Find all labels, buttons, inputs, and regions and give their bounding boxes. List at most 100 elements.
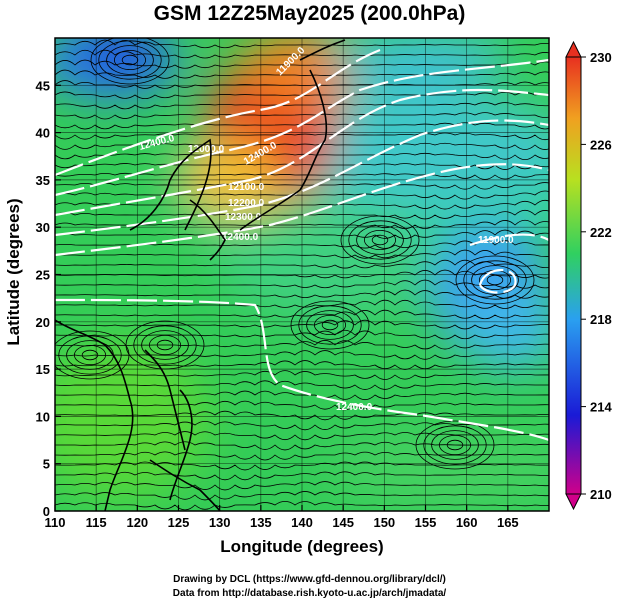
x-tick-label: 155 — [415, 515, 437, 530]
streamline — [55, 441, 549, 451]
x-tick-label: 145 — [332, 515, 354, 530]
y-tick-label: 5 — [43, 457, 50, 472]
colorbar-tick-label: 214 — [590, 400, 612, 415]
streamline — [55, 299, 549, 309]
streamline — [55, 190, 549, 200]
page-title: GSM 12Z25May2025 (200.0hPa) — [153, 2, 466, 25]
streamline-swirl — [55, 330, 130, 380]
streamline — [55, 410, 549, 421]
streamline — [55, 102, 549, 110]
x-tick-label: 140 — [291, 515, 313, 530]
colorbar-tick-label: 218 — [590, 312, 612, 327]
y-tick-label: 10 — [36, 409, 50, 424]
streamline-swirl — [121, 54, 139, 66]
streamline — [55, 39, 549, 49]
contour-label: 12100.0 — [228, 182, 265, 193]
x-tick-label: 160 — [456, 515, 478, 530]
streamline — [55, 91, 549, 100]
streamline-swirl — [340, 215, 420, 265]
colorbar-tick-label: 230 — [590, 50, 612, 65]
contour-label: 11900.0 — [478, 235, 514, 246]
streamline — [55, 279, 549, 289]
colorbar-tick-label: 226 — [590, 137, 612, 152]
streamline-swirl — [348, 220, 412, 260]
streamline-swirl — [156, 339, 174, 351]
streamline-swirl — [133, 325, 197, 365]
contour-label: 12200.0 — [228, 198, 265, 209]
x-tick-label: 150 — [373, 515, 395, 530]
streamline-swirl — [415, 420, 495, 470]
x-tick-label: 130 — [209, 515, 231, 530]
streamline-swirl — [471, 265, 519, 295]
x-tick-label: 125 — [168, 515, 190, 530]
x-tick-label: 135 — [250, 515, 272, 530]
streamline-swirl — [106, 45, 154, 75]
y-tick-label: 40 — [36, 126, 50, 141]
streamline — [55, 431, 549, 441]
streamline — [55, 122, 549, 130]
streamline — [55, 259, 549, 269]
streamline-swirl — [446, 439, 464, 451]
streamline-swirl — [114, 50, 147, 71]
y-tick-label: 20 — [36, 315, 50, 330]
streamline — [55, 481, 549, 491]
x-tick-label: 110 — [45, 515, 66, 530]
streamline-swirl — [463, 260, 527, 300]
streamline-swirl — [455, 255, 535, 305]
streamline-swirl — [90, 38, 170, 85]
height-contours — [55, 48, 549, 442]
x-tick-label: 115 — [86, 515, 107, 530]
streamline-swirl — [431, 430, 479, 460]
streamline-swirl — [81, 349, 99, 361]
colorbar-tick-label: 210 — [590, 487, 612, 502]
streamline-swirl — [486, 274, 504, 286]
colorbar: 210 214 218 222 226 230 — [565, 40, 612, 511]
y-tick-label: 25 — [36, 268, 50, 283]
map-plot: 11900.0 11900.0 12000.0 12100.0 12200.0 … — [36, 37, 612, 530]
streamline-swirl — [321, 319, 339, 331]
streamline — [55, 461, 549, 471]
streamline-swirl — [98, 40, 162, 80]
streamline — [55, 199, 549, 210]
x-tick-label: 165 — [497, 515, 519, 530]
streamline — [55, 229, 549, 239]
streamline — [55, 163, 549, 170]
streamline — [55, 69, 549, 79]
streamline — [55, 380, 549, 390]
streamline — [55, 471, 549, 481]
streamline-swirl — [371, 234, 389, 246]
streamline — [55, 420, 549, 431]
credit-line-2: Data from http://database.rish.kyoto-u.a… — [172, 588, 447, 599]
streamline — [55, 329, 549, 340]
streamline — [55, 289, 549, 299]
streamline-swirl — [74, 344, 107, 365]
streamline — [55, 182, 549, 190]
colorbar-gradient — [565, 56, 582, 495]
streamline — [55, 491, 549, 501]
streamline-swirl — [423, 425, 487, 465]
x-axis-label: Longitude (degrees) — [220, 537, 384, 556]
credit-line-1: Drawing by DCL (https://www.gfd-dennou.o… — [173, 574, 446, 585]
x-axis: 110 115 120 125 130 135 140 145 150 155 160 165 — [45, 505, 519, 530]
streamline-swirl — [313, 314, 346, 335]
streamline-swirl — [363, 229, 396, 250]
streamline — [55, 340, 549, 350]
x-tick-label: 120 — [126, 515, 148, 530]
streamline — [55, 49, 549, 59]
streamline — [55, 249, 549, 259]
y-axis: 0 5 10 15 20 25 30 35 40 45 — [36, 78, 61, 519]
y-tick-label: 15 — [36, 362, 50, 377]
streamline — [55, 350, 549, 360]
contour-label: 12400.0 — [222, 232, 259, 243]
streamline — [55, 500, 549, 511]
colorbar-max-arrow — [565, 40, 582, 58]
streamline-swirl — [306, 310, 354, 340]
contour-label: 12000.0 — [188, 144, 225, 155]
streamline — [55, 59, 549, 69]
y-tick-label: 35 — [36, 173, 50, 188]
streamline — [55, 400, 549, 411]
coastlines — [55, 39, 346, 511]
streamline-swirl — [438, 434, 471, 455]
streamline-swirl — [58, 335, 122, 375]
colorbar-tick-label: 222 — [590, 225, 612, 240]
